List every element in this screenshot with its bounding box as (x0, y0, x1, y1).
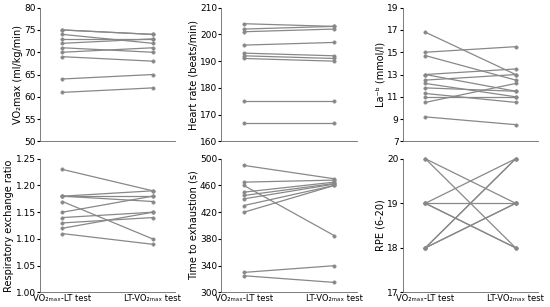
Y-axis label: Heart rate (beats/min): Heart rate (beats/min) (189, 20, 199, 130)
Y-axis label: VO₂max (ml/kg/min): VO₂max (ml/kg/min) (13, 25, 23, 124)
Y-axis label: Time to exhaustion (s): Time to exhaustion (s) (189, 171, 199, 281)
Y-axis label: RPE (6-20): RPE (6-20) (376, 200, 386, 251)
Y-axis label: Respiratory exchange ratio: Respiratory exchange ratio (4, 159, 14, 292)
Y-axis label: La⁻ᵇ (mmol/l): La⁻ᵇ (mmol/l) (376, 42, 386, 107)
